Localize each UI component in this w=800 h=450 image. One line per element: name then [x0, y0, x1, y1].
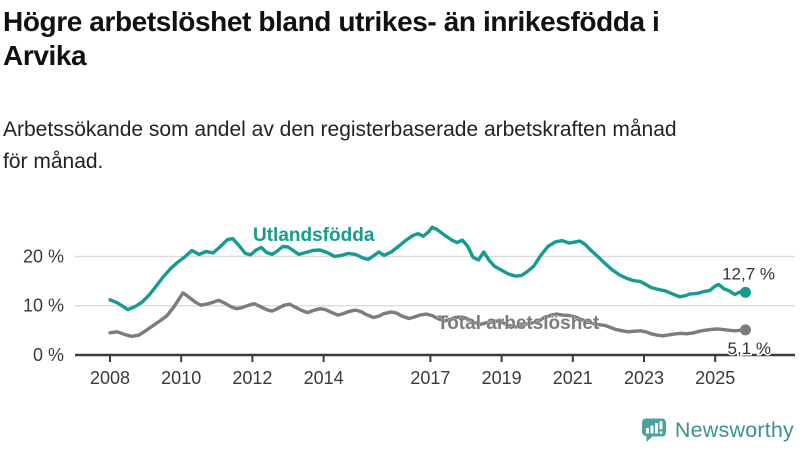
- chart-subtitle: Arbetssökande som andel av den registerb…: [3, 118, 677, 173]
- series-label-0: Utlandsfödda: [253, 225, 375, 246]
- unemployment-chart: 2008 2010 2012 2014 2017 2019 2021 2023 2025 0 % 1…: [23, 225, 795, 388]
- exclamation-bar: [659, 421, 663, 430]
- series-line-1: [108, 291, 748, 338]
- exclamation-dot: [659, 431, 663, 434]
- series-end-value-1: 5,1 %: [728, 339, 771, 358]
- y-axis-label: 20 %: [23, 246, 64, 266]
- series-line-0: [108, 225, 748, 312]
- newsworthy-logo: Newsworthy: [640, 416, 794, 444]
- x-axis-label: 2021: [553, 368, 593, 388]
- bar-chart-icon: [645, 421, 663, 434]
- x-axis-label: 2019: [482, 368, 522, 388]
- x-axis-label: 2025: [695, 368, 735, 388]
- series-end-dot-0: [739, 286, 751, 298]
- y-axis-label: 10 %: [23, 296, 64, 316]
- series-end-dot-1: [739, 324, 751, 336]
- series-end-value-0: 12,7 %: [722, 264, 775, 283]
- y-axis-label: 0 %: [33, 345, 64, 365]
- x-axis-label: 2017: [410, 368, 450, 388]
- newsworthy-logo-icon: [641, 418, 666, 442]
- chart-title: Högre arbetslöshet bland utrikes- än inr…: [3, 6, 660, 71]
- x-axis-label: 2008: [90, 368, 130, 388]
- x-axis-label: 2012: [232, 368, 272, 388]
- x-axis-label: 2010: [161, 368, 201, 388]
- newsworthy-logo-text: Newsworthy: [674, 417, 794, 442]
- series-label-1: Total arbetslöshet: [437, 313, 600, 334]
- x-axis-label: 2014: [304, 368, 344, 388]
- x-axis-label: 2023: [624, 368, 664, 388]
